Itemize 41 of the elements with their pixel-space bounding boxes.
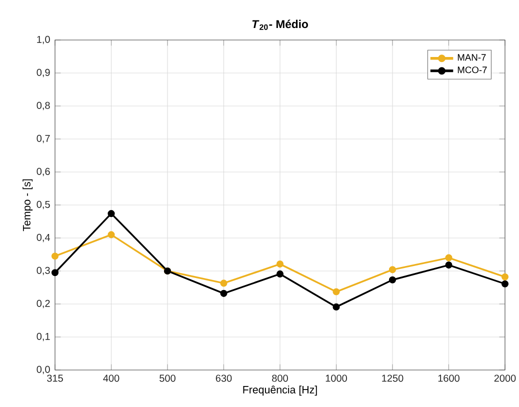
point [501,273,509,280]
point [388,276,396,284]
point [276,260,284,268]
legend-label: MAN-7 [458,54,486,61]
point [108,231,115,238]
y-tick-label: 0,6 [36,168,50,176]
point [276,270,284,278]
x-axis-title: Frequência [Hz] [243,386,317,396]
point [51,252,59,260]
y-tick-label: 1,0 [37,36,50,44]
x-tick-label: 630 [216,374,232,382]
y-tick-label: 0,2 [36,300,50,308]
x-tick-label: 2000 [494,374,516,382]
x-tick-label: 500 [160,374,176,382]
y-tick-label: 0,8 [36,102,50,110]
x-tick-label: 400 [103,374,120,382]
y-tick-label: 0,7 [36,134,50,144]
point [220,280,228,287]
y-tick-label: 0,1 [36,332,50,342]
x-tick-label: 1600 [438,374,460,382]
x-tick-label: 315 [47,374,63,382]
y-tick-label: 0,4 [36,234,50,242]
y-tick-label: 0,9 [36,68,50,78]
point [108,210,115,218]
legend-label: MCO-7 [458,66,487,74]
x-tick-label: 1000 [326,374,347,382]
y-tick-label: 0,3 [36,266,50,276]
chart-title: T$_{20}$- Médio [252,20,308,30]
point [51,269,59,276]
point [332,288,340,296]
point [220,290,228,297]
x-tick-label: 1250 [382,374,404,382]
point [445,254,452,262]
y-tick-label: 0,0 [36,366,50,374]
x-tick-label: 800 [272,374,288,382]
point [332,303,340,310]
point [445,262,452,269]
point [501,280,509,288]
y-axis-title: Tempo - [s] [22,179,33,232]
y-tick-label: 0,5 [36,200,50,210]
point [388,266,396,274]
